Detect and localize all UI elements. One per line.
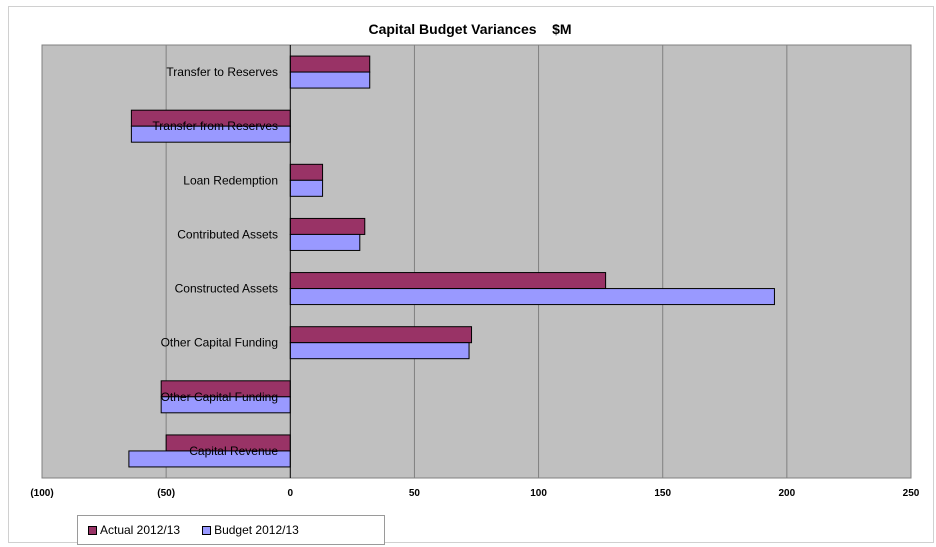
bar-budget <box>289 179 324 197</box>
x-tick-label: 50 <box>409 488 421 499</box>
x-tick-label: 250 <box>903 488 920 499</box>
category-label: Capital Revenue <box>189 444 278 458</box>
bar-budget <box>289 233 361 251</box>
x-tick-label: (50) <box>157 488 175 499</box>
bar-actual <box>289 163 324 181</box>
x-tick-label: (100) <box>30 488 53 499</box>
category-label: Transfer from Reserves <box>152 119 278 133</box>
legend: Actual 2012/13 Budget 2012/13 <box>77 515 385 545</box>
x-tick-label: 150 <box>654 488 671 499</box>
chart-frame <box>8 6 934 543</box>
bar-actual <box>289 272 607 290</box>
category-label: Contributed Assets <box>177 227 278 241</box>
x-tick-label: 200 <box>779 488 796 499</box>
x-tick-label: 100 <box>530 488 547 499</box>
category-labels: Transfer to Reserves Transfer from Reserv… <box>152 65 278 458</box>
bar-actual <box>289 55 371 73</box>
bars <box>128 55 775 468</box>
category-label: Other Capital Funding <box>161 336 278 350</box>
bar-budget <box>289 71 371 89</box>
legend-swatch-budget <box>202 525 212 535</box>
category-label: Loan Redemption <box>183 173 278 187</box>
legend-item-budget: Budget 2012/13 <box>202 523 299 537</box>
legend-label-actual: Actual 2012/13 <box>100 523 181 537</box>
x-tick-labels: (100) (50) 0 50 100 150 200 250 <box>30 488 919 499</box>
legend-swatch-actual <box>88 525 97 535</box>
legend-label-budget: Budget 2012/13 <box>214 523 299 537</box>
bar-actual <box>289 326 473 344</box>
category-label: Transfer to Reserves <box>166 65 278 79</box>
category-label: Constructed Assets <box>175 282 278 296</box>
legend-item-actual: Actual 2012/13 <box>88 523 180 537</box>
x-tick-label: 0 <box>288 488 294 499</box>
chart-title: Capital Budget Variances $M <box>368 21 571 37</box>
category-label: Other Capital Funding <box>161 390 278 404</box>
bar-budget <box>289 288 775 306</box>
bar-actual <box>289 217 366 235</box>
bar-budget <box>289 342 470 360</box>
